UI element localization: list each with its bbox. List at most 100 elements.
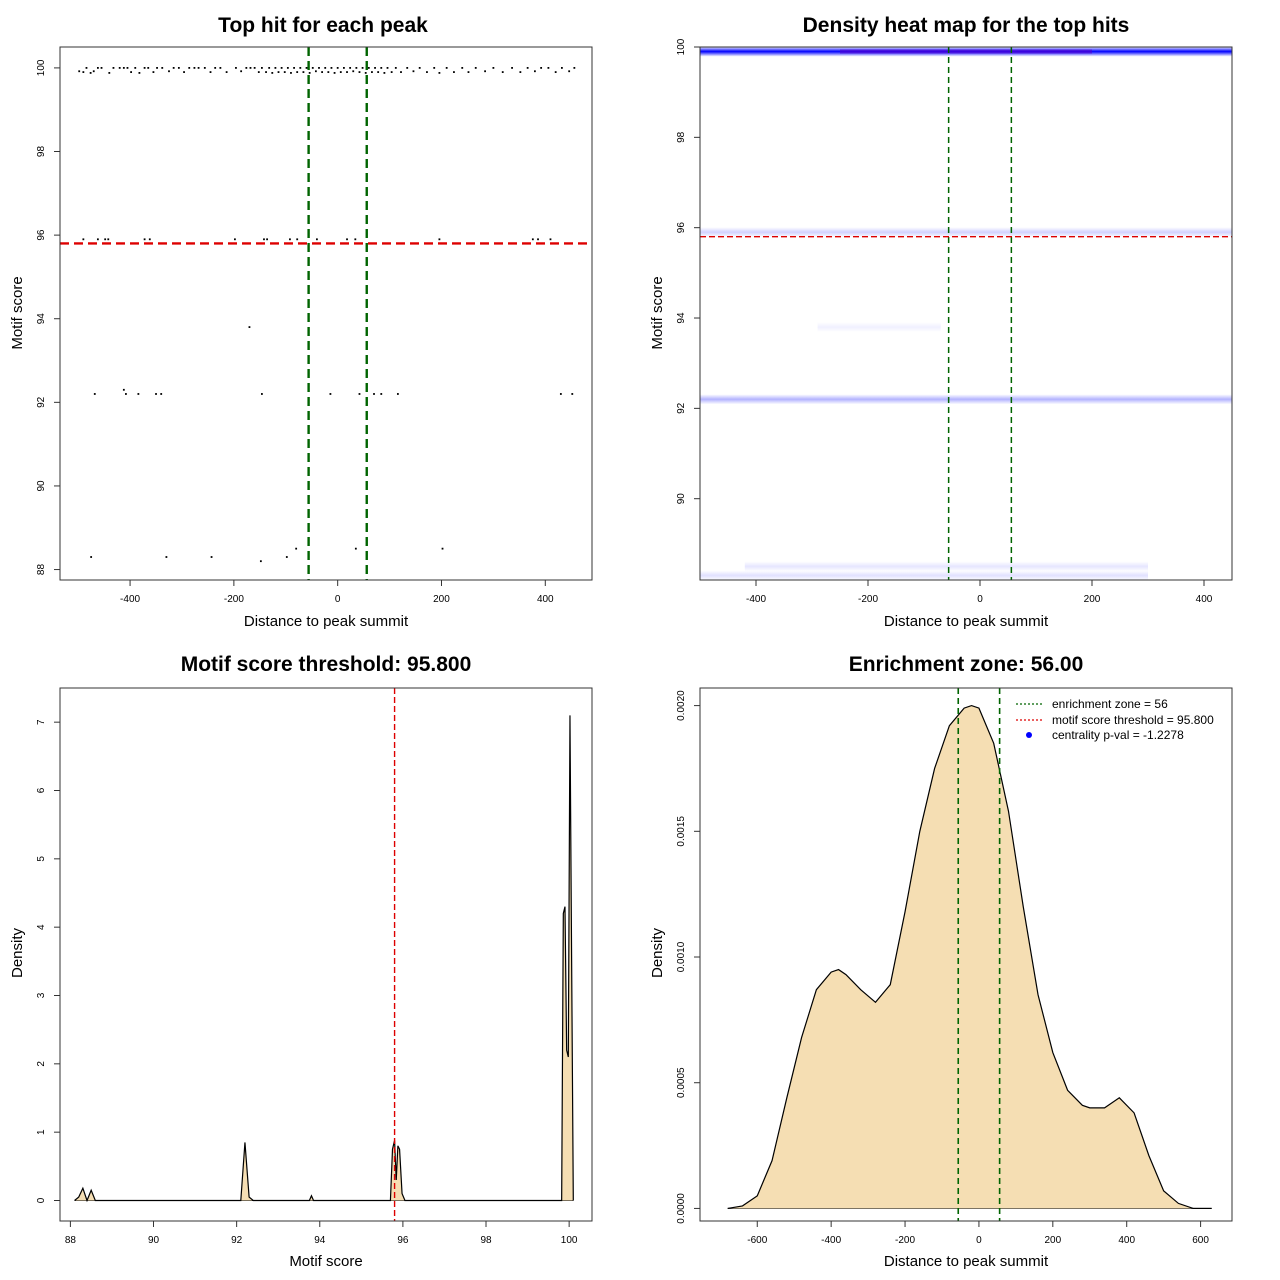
panel4-xlabel: Distance to peak summit <box>884 1253 1049 1270</box>
panel3-plot-area <box>74 688 574 1221</box>
scatter-point <box>364 72 367 74</box>
scatter-point <box>314 70 317 73</box>
legend-label-centrality: centrality p-val = -1.2278 <box>1052 728 1184 742</box>
panel3-frame <box>59 687 593 1222</box>
x-tick-label: 200 <box>1084 594 1101 605</box>
y-tick-label: 6 <box>36 787 47 793</box>
scatter-point <box>89 72 92 74</box>
scatter-point <box>134 67 137 69</box>
scatter-point <box>214 67 217 69</box>
panel1-ylabel: Motif score <box>9 276 26 349</box>
x-tick-label: -600 <box>747 1235 767 1246</box>
scatter-point <box>210 556 213 558</box>
scatter-point <box>112 67 115 69</box>
panel3-ylabel: Density <box>9 927 26 978</box>
scatter-point <box>573 67 576 69</box>
y-tick-label: 0.0015 <box>676 816 687 847</box>
scatter-point <box>296 238 299 241</box>
scatter-point <box>82 71 85 73</box>
scatter-point <box>266 238 268 241</box>
scatter-point <box>193 67 196 69</box>
scatter-point <box>259 560 262 563</box>
scatter-point <box>172 67 175 69</box>
scatter-point <box>339 71 342 73</box>
panel4-plot-area <box>727 688 1212 1221</box>
scatter-point <box>531 238 534 241</box>
panel2-frame <box>699 46 1233 581</box>
scatter-point <box>467 71 470 73</box>
scatter-point <box>355 67 358 69</box>
scatter-point <box>152 71 155 73</box>
panel3-title: Motif score threshold: 95.800 <box>181 653 472 676</box>
scatter-point <box>343 67 345 69</box>
scatter-point <box>374 67 376 69</box>
scatter-point <box>203 67 206 69</box>
scatter-point <box>85 67 88 69</box>
scatter-point <box>268 67 271 69</box>
y-tick-label: 100 <box>36 59 47 76</box>
density-band-core <box>840 49 1092 54</box>
scatter-point <box>383 72 386 74</box>
scatter-point <box>305 67 308 69</box>
scatter-point <box>277 71 280 73</box>
density-band <box>744 561 1148 572</box>
density-area <box>74 715 574 1201</box>
scatter-point <box>90 556 93 558</box>
y-tick-label: 88 <box>36 564 47 576</box>
y-tick-label: 94 <box>36 313 47 325</box>
scatter-point <box>248 326 251 328</box>
panel4-ylabel: Density <box>649 927 666 978</box>
scatter-point <box>265 71 267 73</box>
x-tick-label: 200 <box>433 594 450 605</box>
scatter-point <box>271 72 274 74</box>
scatter-point <box>438 238 441 241</box>
y-tick-label: 3 <box>36 992 47 998</box>
scatter-point <box>358 71 361 73</box>
legend-dot-centrality <box>1026 732 1032 738</box>
y-tick-label: 0.0010 <box>676 941 687 972</box>
scatter-point <box>333 72 336 74</box>
scatter-point <box>138 72 141 74</box>
legend-label-enrichment: enrichment zone = 56 <box>1052 697 1168 711</box>
scatter-point <box>330 67 333 69</box>
scatter-point <box>257 71 260 73</box>
panel-score-density: Motif score threshold: 95.800 88 90 92 94 96… <box>9 653 593 1270</box>
x-tick-label: 90 <box>148 1235 160 1246</box>
scatter-point <box>396 393 399 395</box>
scatter-point <box>400 71 402 73</box>
scatter-point <box>367 67 370 69</box>
x-tick-label: 88 <box>65 1235 77 1246</box>
x-tick-label: -200 <box>895 1235 915 1246</box>
scatter-point <box>160 393 163 395</box>
scatter-point <box>286 67 289 69</box>
scatter-point <box>568 70 571 73</box>
y-tick-label: 2 <box>36 1061 47 1067</box>
scatter-point <box>321 71 324 73</box>
scatter-point <box>302 71 305 73</box>
x-tick-label: 0 <box>335 594 341 605</box>
scatter-point <box>156 67 158 69</box>
scatter-point <box>316 238 318 241</box>
x-tick-label: 94 <box>314 1235 326 1246</box>
scatter-point <box>438 72 441 74</box>
density-curve <box>74 715 574 1203</box>
scatter-point <box>537 238 539 241</box>
density-band <box>700 394 1232 405</box>
scatter-point <box>96 238 99 241</box>
scatter-point <box>165 556 168 558</box>
scatter-point <box>295 547 298 550</box>
panel2-axes: -400 -200 0 200 400 90 92 94 96 98 100 <box>676 38 1213 605</box>
scatter-point <box>245 67 248 69</box>
scatter-point <box>358 393 361 395</box>
scatter-point <box>549 238 552 241</box>
x-tick-label: 98 <box>480 1235 492 1246</box>
scatter-point <box>234 238 236 241</box>
scatter-point <box>453 71 455 73</box>
scatter-point <box>209 71 212 73</box>
scatter-point <box>361 67 364 69</box>
scatter-point <box>386 67 389 69</box>
scatter-point <box>126 67 129 69</box>
scatter-point <box>118 67 121 69</box>
x-tick-label: -400 <box>120 594 140 605</box>
scatter-point <box>177 67 180 69</box>
